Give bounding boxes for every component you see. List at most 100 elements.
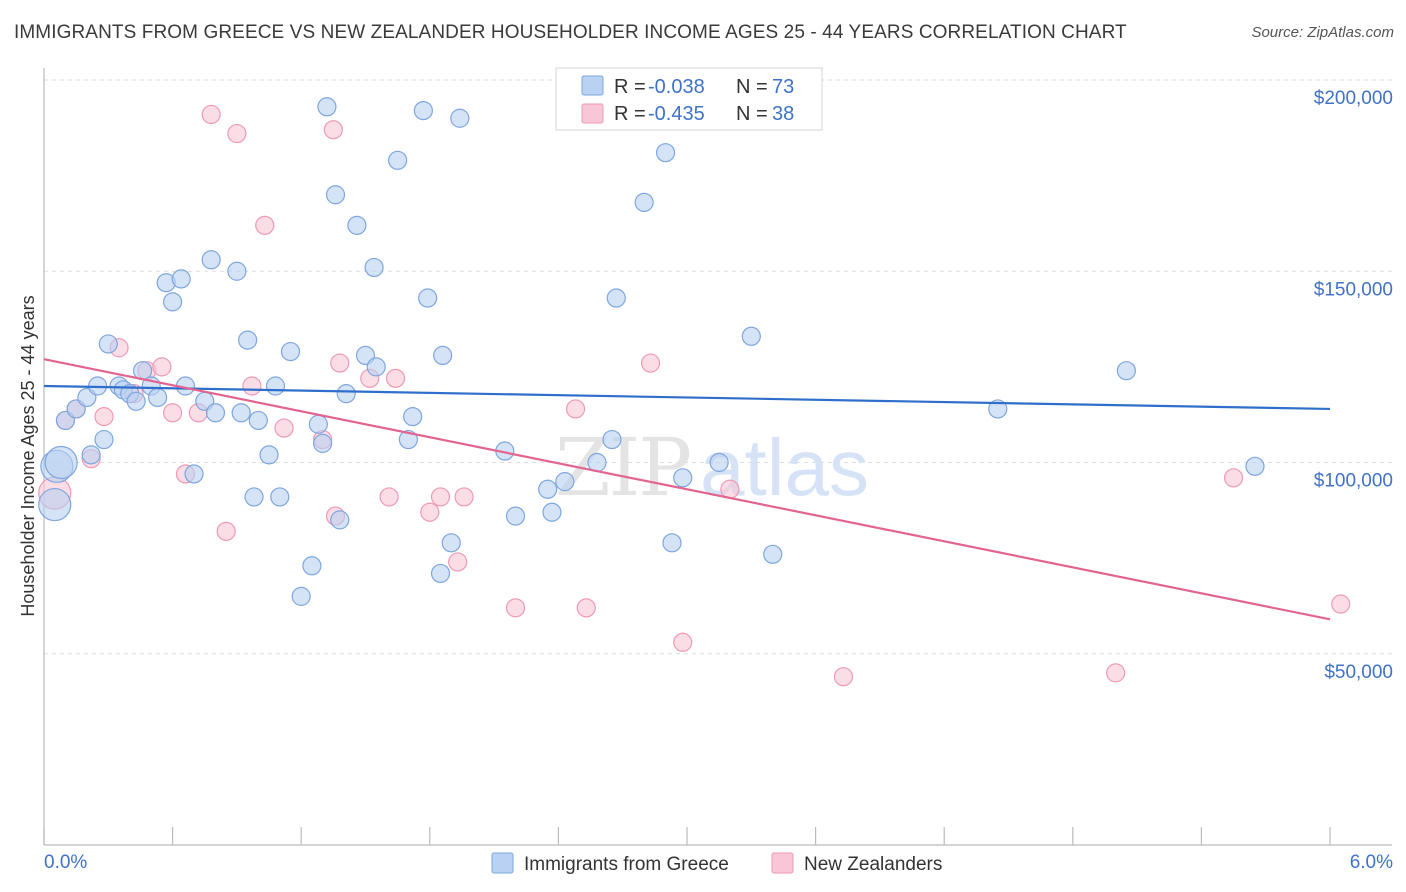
greece-point xyxy=(673,468,693,488)
greece-point xyxy=(330,510,350,530)
greece-point xyxy=(227,261,247,281)
greece-point xyxy=(709,452,729,473)
nz-point xyxy=(274,418,294,438)
greece-point xyxy=(317,97,337,117)
nz-point xyxy=(330,353,350,373)
y-axis-label: Householder Income Ages 25 - 44 years xyxy=(18,295,38,616)
bottom-legend-swatch-greece xyxy=(491,852,514,874)
greece-point xyxy=(308,414,328,434)
greece-point xyxy=(313,433,333,453)
greece-point xyxy=(398,429,418,450)
legend-n-label-greece: N = xyxy=(736,76,773,98)
nz-point xyxy=(255,215,275,235)
greece-point xyxy=(364,257,384,278)
y-tick-label-1: $100,000 xyxy=(1314,471,1393,492)
bottom-legend-swatch-nz xyxy=(771,852,794,874)
greece-point xyxy=(763,544,783,564)
x-tick-label-max: 6.0% xyxy=(1350,852,1393,873)
nz-point xyxy=(379,487,399,507)
nz-point xyxy=(94,407,114,427)
greece-point xyxy=(388,150,408,170)
source-credit: Source: ZipAtlas.com xyxy=(1251,24,1394,41)
chart-title: IMMIGRANTS FROM GREECE VS NEW ZEALANDER … xyxy=(14,22,1127,43)
greece-point xyxy=(538,479,558,499)
nz-point xyxy=(833,667,854,687)
greece-point xyxy=(302,556,322,576)
greece-point xyxy=(505,506,526,526)
legend-n-value-greece: 73 xyxy=(772,76,794,98)
greece-point xyxy=(231,403,251,423)
y-tick-label-0: $50,000 xyxy=(1324,662,1393,683)
greece-point xyxy=(433,345,453,365)
greece-point xyxy=(248,410,268,431)
nz-point xyxy=(448,552,468,572)
greece-point xyxy=(347,215,367,235)
greece-point xyxy=(291,586,311,606)
greece-point xyxy=(413,100,433,121)
greece-point xyxy=(238,330,258,350)
greece-point xyxy=(336,384,356,404)
greece-point xyxy=(441,533,461,553)
greece-point xyxy=(602,429,622,450)
greece-point xyxy=(988,399,1008,419)
nz-point xyxy=(576,598,596,618)
series-immigrants-from-greece xyxy=(38,97,1265,606)
nz-point xyxy=(163,403,183,423)
legend-r-label-greece: R = xyxy=(614,76,651,98)
greece-point xyxy=(38,487,72,522)
greece-point xyxy=(44,445,78,480)
greece-point xyxy=(418,288,438,308)
greece-point xyxy=(280,341,301,362)
nz-point xyxy=(216,521,236,541)
y-tick-label-3: $200,000 xyxy=(1314,88,1393,109)
bottom-legend-label-greece: Immigrants from Greece xyxy=(524,854,729,875)
series-legend: Immigrants from Greece New Zealanders xyxy=(491,852,942,875)
nz-point xyxy=(242,376,262,396)
x-tick-marks xyxy=(43,827,1331,845)
greece-point xyxy=(450,108,470,128)
greece-point xyxy=(98,334,118,354)
greece-point xyxy=(403,407,423,427)
series-new-zealanders xyxy=(38,104,1351,687)
nz-point xyxy=(640,353,661,373)
greece-point xyxy=(606,288,626,308)
nz-point xyxy=(385,368,406,388)
greece-point xyxy=(244,487,264,507)
greece-point xyxy=(94,429,114,450)
greece-point xyxy=(542,502,562,522)
bottom-legend-label-nz: New Zealanders xyxy=(804,854,942,875)
greece-point xyxy=(184,464,204,484)
nz-point xyxy=(420,502,440,522)
nz-point xyxy=(1106,663,1126,683)
trend-lines xyxy=(43,358,1331,621)
legend-r-value-nz: -0.435 xyxy=(648,103,705,125)
greece-point xyxy=(147,387,168,408)
correlation-legend: R = -0.038 N = 73 R = -0.435 N = 38 xyxy=(555,67,823,131)
greece-point xyxy=(555,472,575,492)
y-tick-labels: $50,000 $100,000 $150,000 $200,000 xyxy=(1314,88,1393,683)
greece-point xyxy=(171,269,191,289)
legend-swatch-greece xyxy=(581,75,604,96)
legend-n-value-nz: 38 xyxy=(772,103,794,125)
greece-point xyxy=(741,326,761,346)
greece-point xyxy=(1245,456,1265,476)
gridlines xyxy=(44,79,1392,655)
nz-point xyxy=(201,104,221,125)
greece-point xyxy=(265,376,286,396)
greece-point xyxy=(163,292,183,312)
nz-point xyxy=(1223,468,1244,488)
nz-point xyxy=(430,487,451,507)
nz-point xyxy=(565,399,586,419)
trend-line-nz xyxy=(43,358,1331,621)
nz-point xyxy=(227,123,247,144)
greece-point xyxy=(430,563,451,584)
nz-point xyxy=(505,598,526,618)
greece-point xyxy=(270,487,290,507)
greece-point xyxy=(655,143,676,163)
greece-point xyxy=(634,192,654,212)
greece-point xyxy=(662,533,682,553)
legend-swatch-nz xyxy=(581,103,604,124)
y-tick-label-2: $150,000 xyxy=(1314,279,1393,300)
nz-point xyxy=(1331,594,1351,614)
